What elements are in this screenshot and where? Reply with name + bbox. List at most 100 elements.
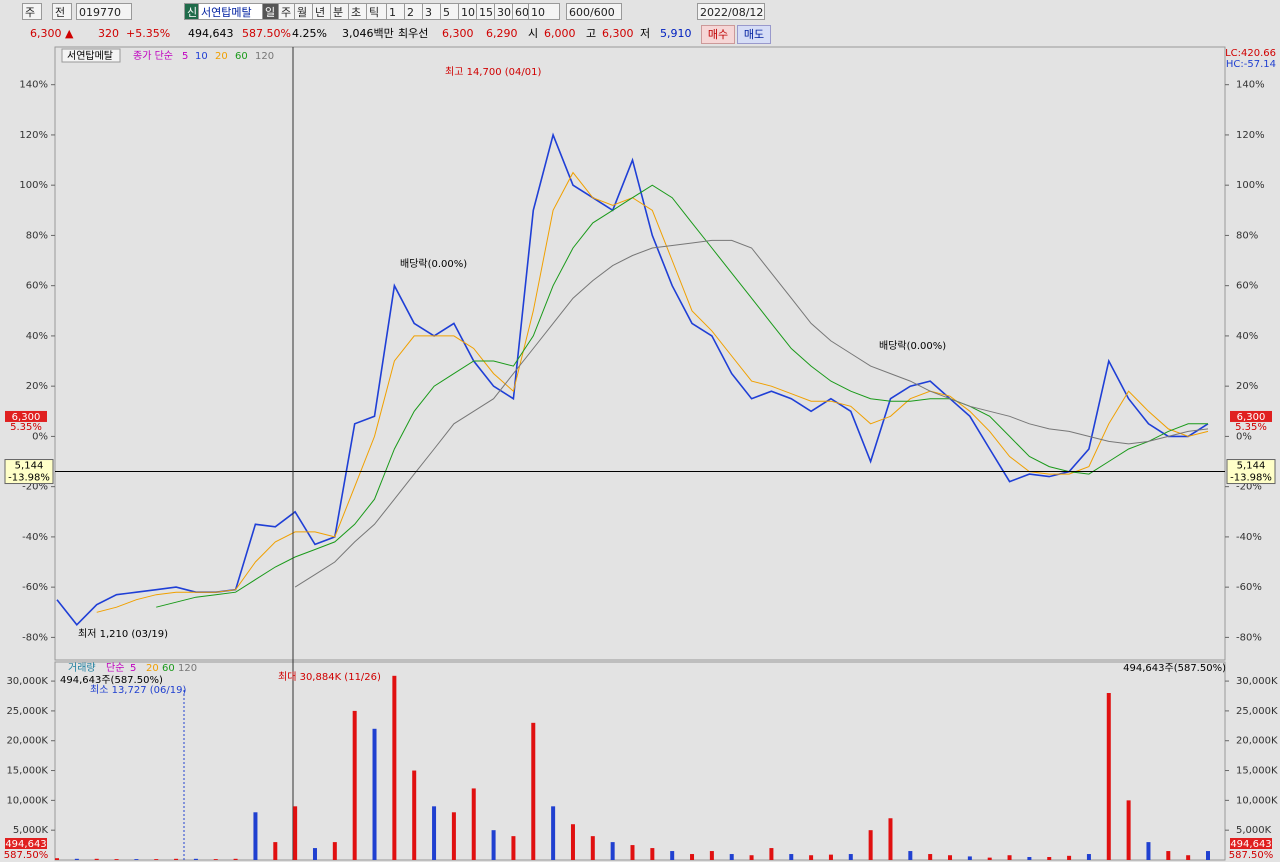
y-tick-label: 25,000K (6, 706, 48, 717)
toolbar-item[interactable]: 10 (528, 3, 560, 20)
dividend-note: 배당락(0.00%) (400, 258, 467, 270)
toolbar-item[interactable]: 019770 (76, 3, 132, 20)
y-tick-label: -80% (22, 632, 48, 643)
legend-item: 5 (182, 51, 188, 62)
quote-item: 6,000 (544, 27, 576, 40)
legend-prefix: 종가 단순 (133, 50, 173, 62)
volume-bar (948, 855, 953, 860)
low-note: 최저 1,210 (03/19) (78, 628, 168, 640)
y-tick-label: 140% (19, 80, 48, 91)
y-tick-label: 60% (26, 281, 48, 292)
volume-prefix: 단순 (106, 662, 124, 674)
y-tick-label: -20% (22, 482, 48, 493)
volume-bar (273, 842, 278, 860)
volume-bar (888, 818, 893, 860)
quote-item: 저 (640, 27, 651, 40)
volume-bar (1166, 851, 1171, 860)
y-tick-label: -40% (22, 532, 48, 543)
y-tick-label-right: 100% (1236, 180, 1265, 191)
y-tick-label-right: 15,000K (1236, 766, 1278, 777)
volume-bar (134, 859, 139, 860)
crosshair-price: 5,144 (15, 461, 44, 472)
last-volume-box (5, 838, 47, 849)
y-tick-label-right: 20% (1236, 381, 1258, 392)
y-tick-label-right: 20,000K (1236, 736, 1278, 747)
last-volume-pct: 587.50% (1229, 850, 1274, 861)
volume-bar (610, 842, 615, 860)
y-tick-label-right: 0% (1236, 431, 1252, 442)
toolbar-item[interactable]: 30 (494, 3, 516, 20)
toolbar-item[interactable]: 주 (22, 3, 42, 20)
legend-title: 서연탑메탈 (67, 49, 113, 62)
volume-bar (531, 722, 536, 860)
y-tick-label: 80% (26, 230, 48, 241)
y-tick-label-right: 60% (1236, 281, 1258, 292)
dividend-note: 배당락(0.00%) (879, 340, 946, 352)
quote-item: 고 (586, 27, 597, 40)
volume-bar (312, 848, 317, 860)
volume-bar (74, 858, 79, 860)
toolbar-item[interactable]: 서연탑메탈 (198, 3, 264, 20)
volume-bar (551, 806, 556, 860)
volume-bar (690, 854, 695, 860)
crosshair-pct: -13.98% (8, 473, 50, 484)
hc-note: HC:-57.14 (1226, 59, 1276, 70)
volume-bar (1106, 693, 1111, 860)
volume-bar (94, 858, 99, 860)
y-tick-label-right: 140% (1236, 80, 1265, 91)
volume-bar (630, 845, 635, 860)
toolbar-item[interactable]: 틱 (366, 3, 388, 20)
volume-bar (174, 858, 179, 860)
y-tick-label: 120% (19, 130, 48, 141)
price-panel (54, 46, 1226, 661)
y-tick-label: 5,000K (13, 825, 49, 836)
volume-bar (967, 856, 972, 860)
y-tick-label: 40% (26, 331, 48, 342)
volume-bar (372, 728, 377, 860)
buy-button[interactable]: 매수 (701, 25, 735, 44)
volume-bar (154, 859, 159, 860)
quote-item: 5,910 (660, 27, 692, 40)
last-price-box (1230, 410, 1272, 422)
volume-bar (511, 836, 516, 860)
volume-bar (1027, 857, 1032, 860)
volume-bar (749, 855, 754, 860)
toolbar-item[interactable]: 600/600 (566, 3, 622, 20)
sell-button[interactable]: 매도 (737, 25, 771, 44)
y-tick-label: 10,000K (6, 795, 48, 806)
crosshair-pct: -13.98% (1230, 473, 1272, 484)
last-pct: 5.35% (1235, 422, 1267, 433)
min-note: 최소 13,727 (06/19) (90, 684, 186, 696)
quote-item: 4.25% (292, 27, 327, 40)
volume-bar (1146, 842, 1151, 860)
y-tick-label-right: -40% (1236, 532, 1262, 543)
series-line (294, 239, 1209, 588)
toolbar-item[interactable]: 10 (458, 3, 480, 20)
volume-bar (491, 830, 496, 860)
y-tick-label: 20,000K (6, 736, 48, 747)
toolbar-item[interactable]: 15 (476, 3, 498, 20)
legend-item: 10 (195, 51, 208, 62)
volume-bar (769, 848, 774, 860)
volume-bar (1047, 857, 1052, 860)
volume-bar (471, 788, 476, 860)
legend-box (61, 48, 121, 63)
toolbar-item[interactable]: 2022/08/12 (697, 3, 765, 20)
volume-bar (392, 675, 397, 860)
quote-item: 6,300 (442, 27, 474, 40)
quote-item: 3,046백만 (342, 27, 394, 40)
y-tick-label-right: 25,000K (1236, 706, 1278, 717)
volume-bar (55, 858, 59, 860)
quote-item: 6,300 (602, 27, 634, 40)
y-tick-label: 15,000K (6, 766, 48, 777)
quote-item: 587.50% (242, 27, 291, 40)
volume-bar (352, 710, 357, 860)
last-price-box (5, 410, 47, 422)
toolbar-item[interactable]: 전 (52, 3, 72, 20)
volume-bar (213, 859, 218, 860)
toolbar-item[interactable]: 3 (422, 3, 444, 20)
volume-bar (1067, 855, 1072, 860)
volume-bar (848, 854, 853, 860)
volume-bar (709, 851, 714, 860)
